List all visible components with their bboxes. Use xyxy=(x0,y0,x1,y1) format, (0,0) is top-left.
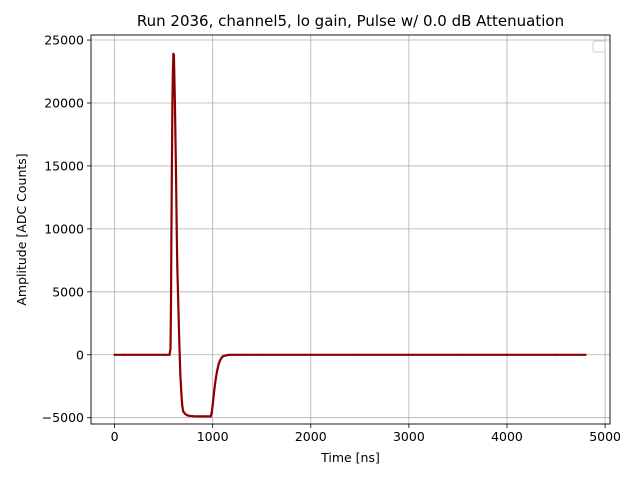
data-point xyxy=(221,355,224,358)
x-tick-label: 5000 xyxy=(589,429,621,444)
data-point xyxy=(186,414,189,417)
y-tick-label: −5000 xyxy=(42,410,84,425)
data-point xyxy=(217,363,220,366)
data-point xyxy=(309,353,312,356)
chart-title: Run 2036, channel5, lo gain, Pulse w/ 0.… xyxy=(137,12,564,30)
y-tick-label: 0 xyxy=(76,347,84,362)
plot-frame xyxy=(90,34,611,425)
data-point xyxy=(133,353,136,356)
data-point xyxy=(505,353,509,356)
data-point xyxy=(211,404,214,407)
data-point xyxy=(170,164,173,167)
data-point xyxy=(123,353,126,356)
data-point xyxy=(170,234,173,237)
data-point xyxy=(177,303,180,306)
data-point xyxy=(225,354,228,357)
data-point xyxy=(358,353,361,356)
data-point xyxy=(216,367,219,370)
x-tick-label: 0 xyxy=(111,429,119,444)
y-tick-label: 10000 xyxy=(44,221,84,236)
data-point xyxy=(210,411,213,414)
data-point xyxy=(142,353,146,356)
data-point xyxy=(584,353,587,356)
y-tick-label: 5000 xyxy=(52,284,84,299)
data-point xyxy=(180,391,183,394)
data-point xyxy=(188,414,191,417)
data-point xyxy=(223,354,226,357)
x-tick-label: 2000 xyxy=(295,429,327,444)
data-point xyxy=(178,341,181,344)
data-point xyxy=(171,70,174,73)
data-point xyxy=(260,353,263,356)
data-point xyxy=(212,395,215,398)
y-tick-label: 25000 xyxy=(44,33,84,48)
data-point xyxy=(181,404,184,407)
y-tick-label: 15000 xyxy=(44,158,84,173)
data-point xyxy=(171,101,174,105)
data-point xyxy=(214,378,217,381)
data-point xyxy=(169,303,173,306)
data-point xyxy=(169,347,172,350)
data-point xyxy=(215,372,218,375)
data-point xyxy=(184,412,187,415)
data-point xyxy=(176,265,179,268)
data-point xyxy=(218,360,221,363)
data-point xyxy=(173,101,176,105)
series-layer xyxy=(113,52,587,418)
x-tick-label: 4000 xyxy=(491,429,523,444)
data-point xyxy=(219,358,222,361)
data-point xyxy=(173,76,176,79)
y-axis-label: Amplitude [ADC Counts] xyxy=(14,153,29,305)
legend-box xyxy=(592,40,606,53)
grid xyxy=(91,35,610,424)
data-point xyxy=(152,353,155,356)
data-point xyxy=(174,164,177,167)
data-point xyxy=(206,415,209,418)
data-point xyxy=(113,353,116,356)
data-point xyxy=(174,133,177,136)
x-tick-label: 1000 xyxy=(197,429,229,444)
data-point xyxy=(179,372,182,375)
data-point xyxy=(162,353,165,356)
data-point xyxy=(175,202,178,205)
data-point xyxy=(191,415,195,418)
ticks: 0 1000 2000 3000 4000 5000 −5000 0 5000 10000 1500… xyxy=(42,33,621,444)
data-point xyxy=(168,353,171,356)
data-point xyxy=(209,415,212,418)
data-point xyxy=(227,353,230,356)
y-tick-label: 20000 xyxy=(44,95,84,110)
x-axis-label: Time [ns] xyxy=(320,450,380,465)
data-point xyxy=(241,353,244,356)
data-point xyxy=(172,54,175,57)
data-point xyxy=(231,353,234,356)
data-point xyxy=(201,415,204,418)
data-point xyxy=(213,386,216,389)
data-point xyxy=(407,353,410,356)
data-point xyxy=(554,353,558,356)
data-point xyxy=(456,353,459,356)
x-tick-label: 3000 xyxy=(393,429,425,444)
data-point xyxy=(175,234,178,237)
data-point xyxy=(196,415,199,418)
